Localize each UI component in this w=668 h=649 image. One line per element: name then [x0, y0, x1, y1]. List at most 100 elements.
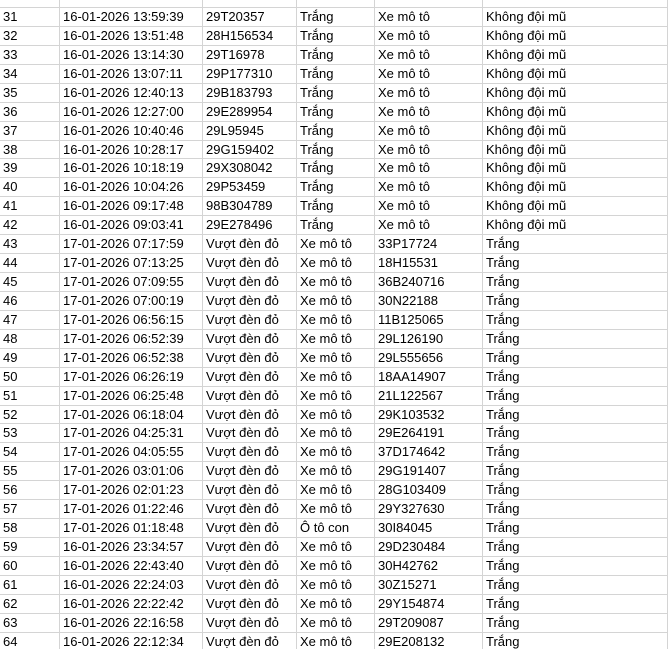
timestamp: 17-01-2026 06:25:48 — [60, 386, 203, 406]
cell: Trắng — [483, 481, 668, 501]
cell: Xe mô tô — [297, 329, 375, 349]
timestamp: 16-01-2026 22:24:03 — [60, 575, 203, 595]
cell: Không đội mũ — [483, 83, 668, 103]
cell: 29L95945 — [203, 121, 297, 141]
timestamp: 17-01-2026 03:01:06 — [60, 462, 203, 482]
cell: Xe mô tô — [375, 8, 483, 27]
row-number: 39 — [0, 159, 60, 179]
cell: 29G191407 — [375, 462, 483, 482]
cell: Trắng — [483, 594, 668, 614]
cell: Không đội mũ — [483, 178, 668, 198]
cell: Xe mô tô — [297, 594, 375, 614]
cell: Xe mô tô — [297, 556, 375, 576]
cell: Trắng — [483, 386, 668, 406]
cell: Trắng — [297, 26, 375, 46]
cell: Xe mô tô — [297, 386, 375, 406]
cell: Trắng — [483, 538, 668, 557]
cell: Vượt đèn đỏ — [203, 519, 297, 539]
cell: Không đội mũ — [483, 26, 668, 46]
cell: Xe mô tô — [297, 310, 375, 330]
cell: Xe mô tô — [297, 500, 375, 520]
timestamp: 16-01-2026 13:14:30 — [60, 45, 203, 65]
cell: Trắng — [297, 178, 375, 198]
cell: Không đội mũ — [483, 102, 668, 122]
row-number: 54 — [0, 443, 60, 463]
cell: Trắng — [483, 367, 668, 387]
cell: Trắng — [297, 121, 375, 141]
row-number: 48 — [0, 329, 60, 349]
cell: Trắng — [483, 632, 668, 649]
cell: Trắng — [483, 348, 668, 368]
cell: 29E264191 — [375, 424, 483, 444]
cell: Trắng — [483, 519, 668, 539]
cell — [297, 0, 375, 8]
cell: Trắng — [297, 140, 375, 160]
timestamp: 16-01-2026 22:16:58 — [60, 613, 203, 633]
cell: Xe mô tô — [297, 632, 375, 649]
cell: 18H15531 — [375, 254, 483, 273]
row-number: 51 — [0, 386, 60, 406]
timestamp: 16-01-2026 13:59:39 — [60, 8, 203, 27]
cell — [375, 0, 483, 8]
timestamp: 16-01-2026 09:03:41 — [60, 216, 203, 236]
cell: Vượt đèn đỏ — [203, 235, 297, 255]
cell: Trắng — [483, 329, 668, 349]
cell: Xe mô tô — [297, 462, 375, 482]
row-number: 50 — [0, 367, 60, 387]
timestamp: 16-01-2026 13:07:11 — [60, 64, 203, 84]
timestamp: 17-01-2026 06:26:19 — [60, 367, 203, 387]
cell: Xe mô tô — [375, 159, 483, 179]
cell: Trắng — [483, 273, 668, 292]
cell: Xe mô tô — [297, 254, 375, 273]
timestamp: 17-01-2026 06:18:04 — [60, 405, 203, 425]
cell: Vượt đèn đỏ — [203, 556, 297, 576]
cell: 37D174642 — [375, 443, 483, 463]
cell: Vượt đèn đỏ — [203, 462, 297, 482]
cell: Trắng — [483, 291, 668, 311]
cell: 29Y327630 — [375, 500, 483, 520]
cell: Trắng — [297, 102, 375, 122]
cell: Trắng — [297, 83, 375, 103]
cell: 29D230484 — [375, 538, 483, 557]
row-number: 42 — [0, 216, 60, 236]
timestamp: 16-01-2026 12:27:00 — [60, 102, 203, 122]
cell: 11B125065 — [375, 310, 483, 330]
timestamp: 16-01-2026 10:04:26 — [60, 178, 203, 198]
cell: 33P17724 — [375, 235, 483, 255]
cell: Xe mô tô — [297, 538, 375, 557]
cell: 29E278496 — [203, 216, 297, 236]
cell: Ô tô con — [297, 519, 375, 539]
cell: Xe mô tô — [297, 348, 375, 368]
cell: Trắng — [483, 556, 668, 576]
row-number: 46 — [0, 291, 60, 311]
cell: 30Z15271 — [375, 575, 483, 595]
cell: Không đội mũ — [483, 216, 668, 236]
cell: 29T209087 — [375, 613, 483, 633]
cell: Xe mô tô — [297, 273, 375, 292]
cell: Vượt đèn đỏ — [203, 424, 297, 444]
cell: Xe mô tô — [375, 26, 483, 46]
timestamp: 17-01-2026 07:09:55 — [60, 273, 203, 292]
cell: 29G159402 — [203, 140, 297, 160]
cell: 28H156534 — [203, 26, 297, 46]
cell: Xe mô tô — [297, 405, 375, 425]
cell: 29E289954 — [203, 102, 297, 122]
timestamp: 17-01-2026 06:52:38 — [60, 348, 203, 368]
cell — [60, 0, 203, 8]
row-number: 33 — [0, 45, 60, 65]
row-number: 38 — [0, 140, 60, 160]
cell: Xe mô tô — [297, 235, 375, 255]
timestamp: 17-01-2026 07:13:25 — [60, 254, 203, 273]
cell: 29Y154874 — [375, 594, 483, 614]
cell: Trắng — [483, 424, 668, 444]
cell: Trắng — [297, 216, 375, 236]
cell: Trắng — [483, 254, 668, 273]
cell: Xe mô tô — [375, 45, 483, 65]
cell: Trắng — [483, 613, 668, 633]
cell: Trắng — [297, 197, 375, 217]
cell: Xe mô tô — [375, 102, 483, 122]
row-number: 61 — [0, 575, 60, 595]
cell: Xe mô tô — [375, 197, 483, 217]
cell: Vượt đèn đỏ — [203, 367, 297, 387]
row-number: 56 — [0, 481, 60, 501]
